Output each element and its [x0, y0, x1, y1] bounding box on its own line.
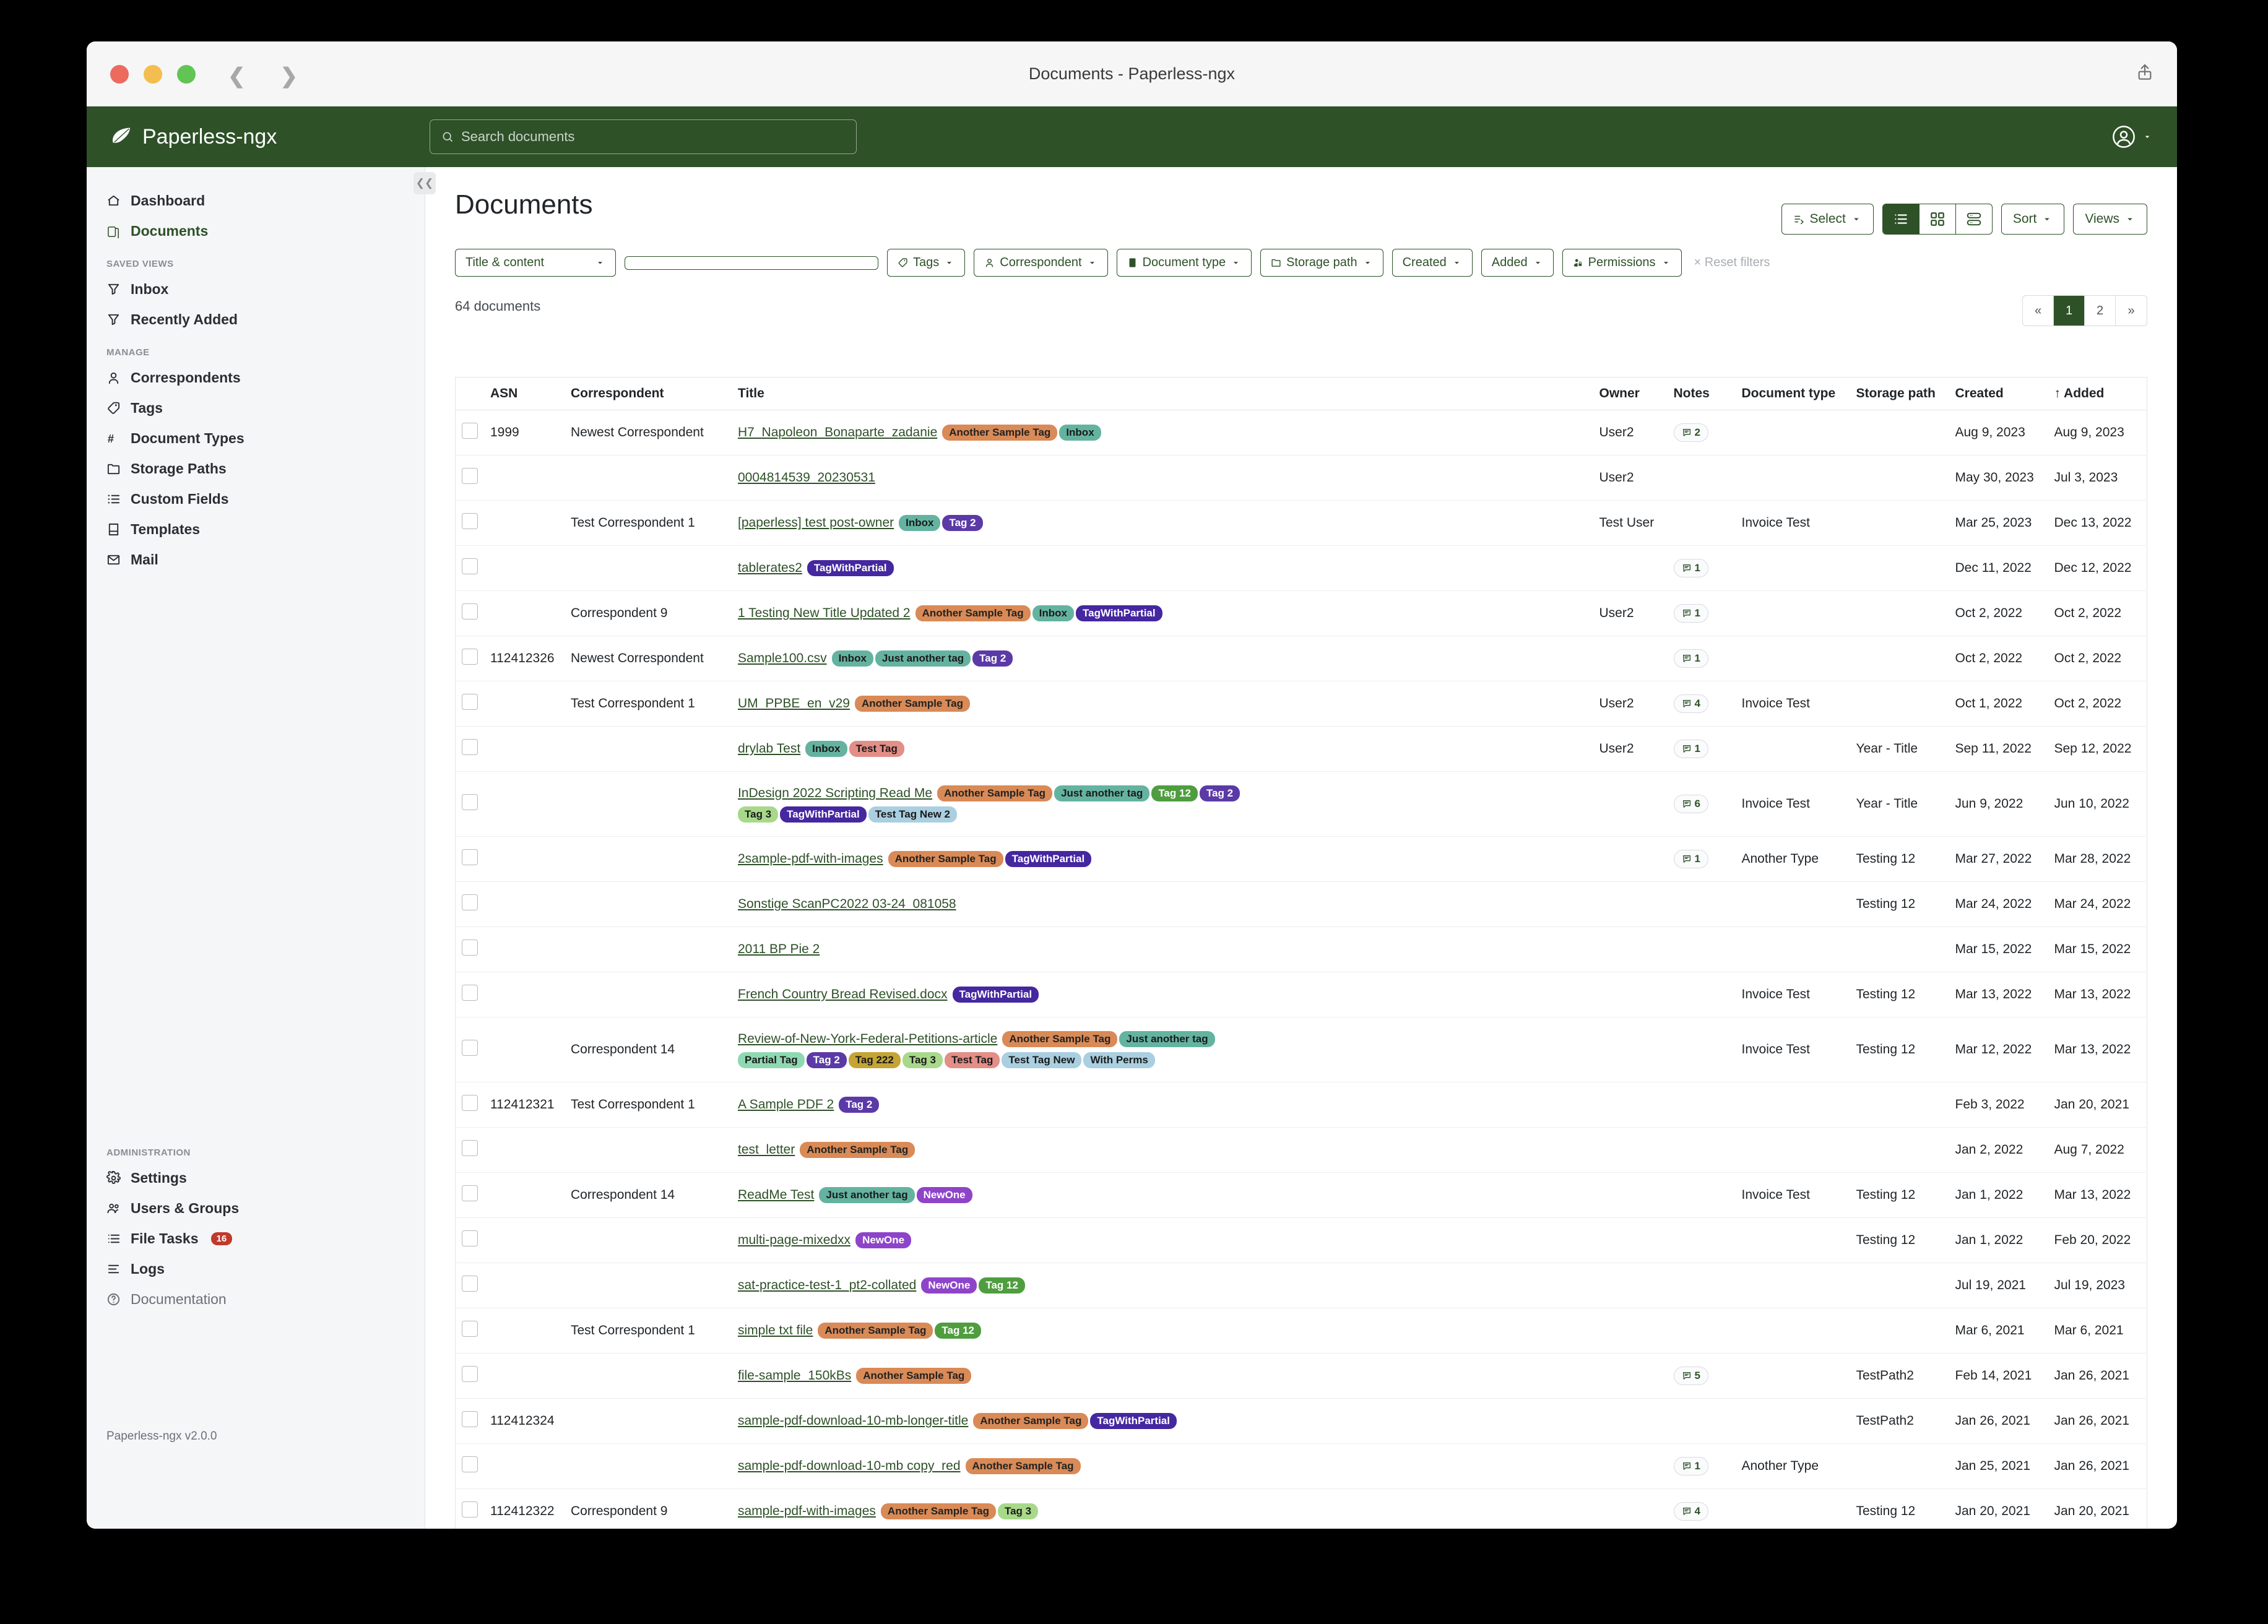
- svg-text:#: #: [108, 433, 114, 445]
